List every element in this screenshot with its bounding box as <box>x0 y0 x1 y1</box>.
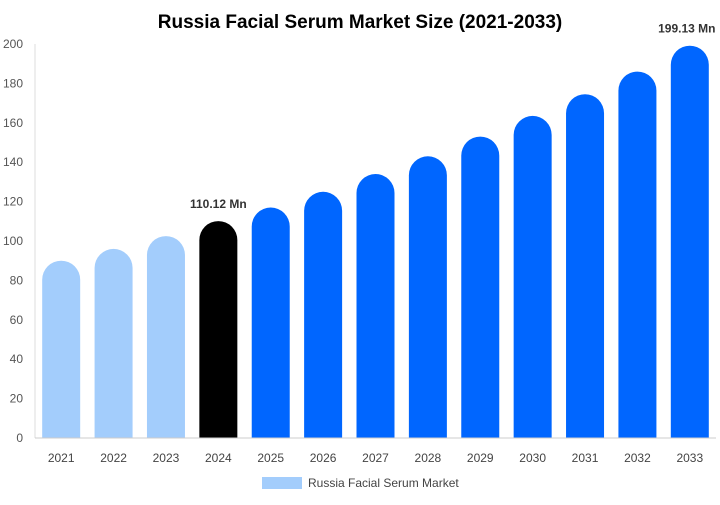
x-tick-label: 2033 <box>676 451 703 465</box>
y-tick-label: 60 <box>10 313 24 327</box>
y-axis: 0 20 40 60 80 100 120 140 160 180 200 <box>3 37 36 445</box>
bar-2024[interactable] <box>199 221 238 438</box>
x-tick-label: 2032 <box>624 451 651 465</box>
y-tick-label: 180 <box>3 76 23 90</box>
legend-label: Russia Facial Serum Market <box>308 476 459 490</box>
y-tick-label: 20 <box>10 392 24 406</box>
y-tick-label: 0 <box>16 431 23 445</box>
y-tick-label: 140 <box>3 155 23 169</box>
data-label: 199.13 Mn <box>658 22 715 36</box>
data-label: 110.12 Mn <box>190 197 247 211</box>
x-tick-label: 2028 <box>415 451 442 465</box>
x-tick-label: 2026 <box>310 451 337 465</box>
x-tick-label: 2027 <box>362 451 389 465</box>
bar-2029[interactable] <box>461 136 500 438</box>
bars: 110.12 Mn 199.13 Mn <box>42 22 715 439</box>
x-tick-label: 2031 <box>572 451 599 465</box>
x-tick-label: 2024 <box>205 451 232 465</box>
legend[interactable]: Russia Facial Serum Market <box>262 476 459 490</box>
y-tick-label: 40 <box>10 352 24 366</box>
bar-2030[interactable] <box>513 115 552 438</box>
y-tick-label: 120 <box>3 195 23 209</box>
x-tick-label: 2030 <box>519 451 546 465</box>
y-tick-label: 80 <box>10 273 24 287</box>
bar-2032[interactable] <box>618 71 657 438</box>
y-tick-label: 160 <box>3 116 23 130</box>
bar-2028[interactable] <box>408 156 447 439</box>
bar-2033[interactable] <box>670 45 709 438</box>
y-tick-label: 100 <box>3 234 23 248</box>
x-tick-label: 2021 <box>48 451 75 465</box>
bar-2031[interactable] <box>566 94 605 439</box>
x-tick-label: 2029 <box>467 451 494 465</box>
legend-swatch <box>262 477 302 489</box>
bar-2025[interactable] <box>251 207 290 438</box>
x-tick-label: 2025 <box>257 451 284 465</box>
x-tick-label: 2022 <box>100 451 127 465</box>
bar-2021[interactable] <box>42 260 81 438</box>
x-axis: 2021 2022 2023 2024 2025 2026 2027 2028 2029 2030… <box>35 437 716 465</box>
x-tick-label: 2023 <box>153 451 180 465</box>
bar-2022[interactable] <box>94 248 133 438</box>
bar-2026[interactable] <box>304 191 343 438</box>
y-tick-label: 200 <box>3 37 23 51</box>
bar-2023[interactable] <box>146 236 185 438</box>
chart-title: Russia Facial Serum Market Size (2021-20… <box>158 12 562 33</box>
bar-2027[interactable] <box>356 174 395 438</box>
